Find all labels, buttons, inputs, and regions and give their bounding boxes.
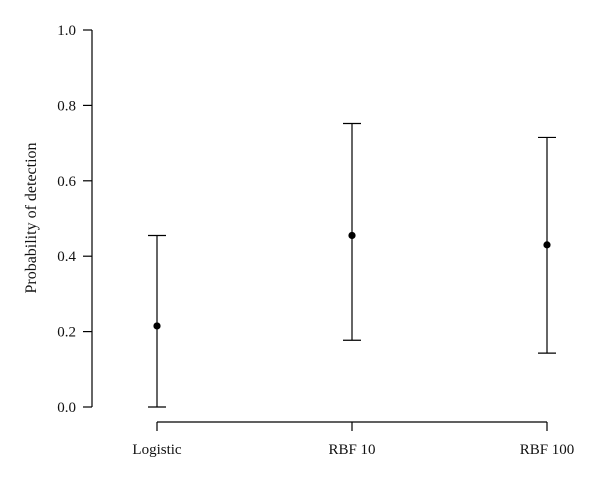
y-tick-label-4: 0.8 <box>57 98 76 114</box>
y-tick-label-2: 0.4 <box>57 249 76 265</box>
data-point-2 <box>543 241 551 249</box>
series-points <box>148 122 556 408</box>
x-ticks: Logistic RBF 10 RBF 100 <box>132 422 574 458</box>
x-tick-label-1: RBF 10 <box>328 442 375 458</box>
y-ticks: 0.0 0.2 0.4 0.6 0.8 1.0 <box>57 23 92 416</box>
y-tick-label-1: 0.2 <box>57 325 76 341</box>
y-tick-label-0: 0.0 <box>57 400 76 416</box>
data-point-group-1 <box>343 122 361 341</box>
y-axis-title: Probability of detection <box>23 142 40 293</box>
data-point-1 <box>348 231 356 240</box>
data-point-group-2 <box>538 136 556 354</box>
y-tick-label-3: 0.6 <box>57 174 76 190</box>
x-tick-label-0: Logistic <box>132 442 182 458</box>
data-point-0 <box>153 322 161 330</box>
x-tick-label-2: RBF 100 <box>520 442 575 458</box>
data-point-group-0 <box>148 234 166 408</box>
y-tick-label-5: 1.0 <box>57 23 76 39</box>
